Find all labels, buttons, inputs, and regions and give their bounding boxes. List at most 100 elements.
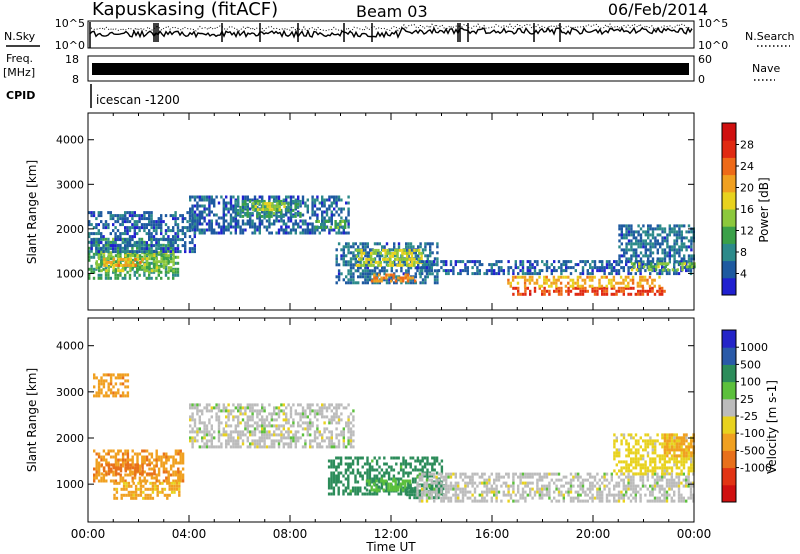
range-cell [251,424,254,428]
range-cell [629,493,633,497]
range-cell [562,269,565,273]
range-cell [155,247,158,251]
range-cell [285,406,288,410]
range-cell [608,499,611,503]
range-cell [632,487,635,491]
range-cell [464,472,467,476]
range-cell [292,436,295,440]
range-cell [514,263,517,267]
range-cell [639,233,643,237]
range-cell [445,472,448,476]
range-cell [555,278,558,282]
range-cell [95,244,98,248]
range-cell [176,267,180,271]
range-cell [313,415,317,419]
range-cell [497,478,501,482]
range-cell [368,468,372,472]
range-cell [407,462,410,466]
range-cell [493,272,496,276]
range-cell [347,207,350,211]
range-cell [596,269,599,273]
range-cell [176,238,180,242]
range-cell [121,394,125,398]
range-cell [241,202,245,206]
range-cell [419,462,422,466]
range-cell [191,216,194,220]
range-cell [639,292,642,296]
range-cell [275,406,278,410]
range-cell [421,269,424,273]
range-cell [553,496,556,500]
range-cell [225,201,228,205]
range-cell [285,421,288,425]
range-cell [301,231,305,235]
range-cell [404,479,407,483]
range-cell [294,433,297,437]
range-cell [519,493,522,497]
range-cell [160,257,163,261]
range-cell [273,433,276,437]
range-cell [280,433,283,437]
range-cell [639,245,643,249]
range-cell [421,456,424,460]
range-cell [151,496,155,500]
range-cell [411,276,414,280]
range-cell [90,238,93,242]
range-cell [323,216,326,220]
range-cell [136,261,139,265]
range-cell [412,251,415,255]
range-cell [428,486,432,490]
range-cell [579,284,582,288]
range-cell [277,442,281,446]
range-cell [196,216,199,220]
range-cell [613,286,616,290]
range-cell [339,462,343,466]
range-cell [335,477,338,481]
range-cell [605,289,609,293]
range-cell [97,467,101,471]
range-cell [165,461,168,465]
range-cell [651,281,654,285]
range-cell [370,254,373,258]
range-cell [203,430,206,434]
range-cell [430,493,433,497]
range-cell [222,198,225,202]
range-cell [193,439,197,443]
range-cell [637,224,640,228]
range-cell [445,496,448,500]
range-cell [396,254,399,258]
range-cell [256,427,259,431]
range-cell [410,490,414,494]
range-cell [622,496,625,500]
range-cell [189,436,192,440]
range-cell [168,493,171,497]
range-cell [232,195,235,199]
range-cell [309,421,312,425]
range-cell [386,263,390,267]
range-cell [97,273,100,277]
range-cell [490,263,493,267]
range-cell [239,211,242,215]
range-cell [379,251,382,255]
range-cell [177,467,180,471]
range-cell [337,415,341,419]
range-cell [521,487,525,491]
range-cell [661,239,664,243]
range-cell [158,266,161,270]
range-cell [153,464,156,468]
range-cell [176,235,180,239]
range-cell [287,195,290,199]
range-cell [124,255,127,259]
range-cell [148,458,151,462]
range-cell [574,496,577,500]
date-title: 06/Feb/2014 [608,0,708,19]
range-cell [545,263,549,267]
range-cell [387,465,391,469]
range-cell [287,433,290,437]
range-cell [366,471,369,475]
range-cell [90,255,93,259]
range-cell [241,219,245,223]
range-cell [304,409,307,413]
range-cell [179,214,182,218]
range-cell [90,244,93,248]
